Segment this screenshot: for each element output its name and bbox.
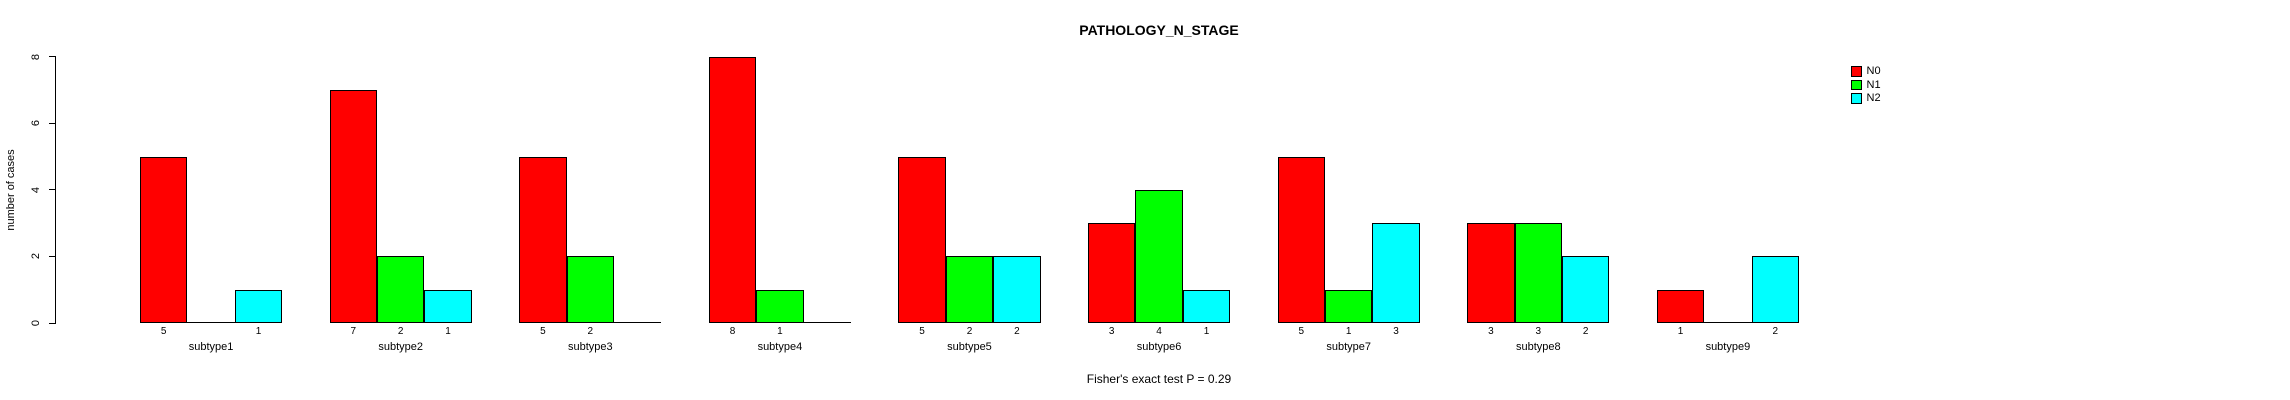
legend-row-N2: N2 xyxy=(1851,93,1881,104)
bar-value-label-subtype3-N1: 2 xyxy=(587,326,594,337)
bar-subtype6-N1 xyxy=(1135,189,1183,323)
chart-title: PATHOLOGY_N_STAGE xyxy=(1079,22,1239,38)
bar-value-label-subtype2-N0: 7 xyxy=(350,326,357,337)
y-axis-tick-4 xyxy=(49,189,56,191)
bar-value-label-subtype1-N0: 5 xyxy=(160,326,167,337)
category-label-subtype5: subtype5 xyxy=(947,341,992,353)
bar-subtype9-N2 xyxy=(1751,256,1799,323)
bar-subtype5-N1 xyxy=(945,256,994,323)
y-axis-tick-label-8: 8 xyxy=(30,53,42,60)
bar-zero-subtype9-N1 xyxy=(1704,322,1752,323)
bar-subtype7-N0 xyxy=(1277,156,1325,323)
y-axis-tick-6 xyxy=(49,122,56,124)
bar-subtype6-N2 xyxy=(1182,289,1231,323)
bar-value-label-subtype2-N1: 2 xyxy=(397,326,404,337)
bar-subtype4-N0 xyxy=(708,56,757,323)
bar-subtype5-N0 xyxy=(898,156,946,323)
bar-subtype7-N2 xyxy=(1372,223,1420,323)
category-label-subtype8: subtype8 xyxy=(1515,341,1561,353)
bar-value-label-subtype7-N2: 3 xyxy=(1393,326,1399,337)
y-axis-tick-label-6: 6 xyxy=(30,120,42,127)
category-label-subtype7: subtype7 xyxy=(1326,341,1372,353)
bar-subtype8-N0 xyxy=(1467,223,1515,323)
legend-swatch-N1 xyxy=(1851,79,1862,90)
category-label-subtype1: subtype1 xyxy=(188,341,234,353)
bar-value-label-subtype9-N2: 2 xyxy=(1772,326,1779,337)
category-label-subtype9: subtype9 xyxy=(1705,341,1751,353)
bar-subtype2-N0 xyxy=(329,89,377,323)
bar-subtype4-N1 xyxy=(756,289,804,323)
bar-subtype3-N0 xyxy=(519,156,567,323)
legend-row-N1: N1 xyxy=(1851,78,1881,91)
bar-value-label-subtype6-N2: 1 xyxy=(1203,326,1210,337)
bar-value-label-subtype8-N0: 3 xyxy=(1488,326,1494,337)
bar-value-label-subtype9-N0: 1 xyxy=(1677,326,1684,337)
bar-value-label-subtype5-N2: 2 xyxy=(1014,326,1020,337)
bar-value-label-subtype5-N0: 5 xyxy=(919,326,925,337)
bar-value-label-subtype6-N1: 4 xyxy=(1156,326,1162,337)
legend-row-N0: N0 xyxy=(1851,66,1881,77)
legend-label-N2: N2 xyxy=(1866,92,1881,104)
bar-value-label-subtype4-N0: 8 xyxy=(729,326,736,337)
fisher-test-note: Fisher's exact test P = 0.29 xyxy=(1086,372,1232,386)
y-axis-title: number of cases xyxy=(5,149,17,231)
category-label-subtype4: subtype4 xyxy=(757,341,803,353)
bar-zero-subtype1-N1 xyxy=(187,322,235,323)
bar-value-label-subtype8-N1: 3 xyxy=(1535,326,1542,337)
y-axis-tick-0 xyxy=(49,322,56,324)
category-label-subtype3: subtype3 xyxy=(567,341,613,353)
bar-value-label-subtype6-N0: 3 xyxy=(1108,326,1115,337)
bar-zero-subtype4-N2 xyxy=(803,322,851,323)
bar-subtype2-N2 xyxy=(424,289,472,323)
bar-value-label-subtype7-N0: 5 xyxy=(1298,326,1305,337)
legend: N0 N1 N2 xyxy=(1851,66,1881,104)
y-axis-tick-2 xyxy=(49,255,56,257)
bar-value-label-subtype1-N2: 1 xyxy=(255,326,262,337)
y-axis-tick-label-2: 2 xyxy=(30,253,42,260)
y-axis-tick-8 xyxy=(49,56,56,58)
category-label-subtype2: subtype2 xyxy=(378,341,424,353)
bar-subtype1-N0 xyxy=(140,156,188,323)
category-label-subtype6: subtype6 xyxy=(1136,341,1182,353)
bar-subtype3-N1 xyxy=(566,256,614,323)
bar-subtype6-N0 xyxy=(1088,223,1136,323)
y-axis-tick-label-0: 0 xyxy=(30,319,42,327)
bar-subtype9-N0 xyxy=(1656,289,1705,323)
bar-value-label-subtype2-N2: 1 xyxy=(445,326,451,337)
bar-value-label-subtype5-N1: 2 xyxy=(966,326,973,337)
legend-label-N0: N0 xyxy=(1866,65,1881,77)
bar-subtype5-N2 xyxy=(993,256,1041,323)
bar-value-label-subtype3-N0: 5 xyxy=(540,326,546,337)
bar-value-label-subtype7-N1: 1 xyxy=(1345,326,1352,337)
legend-swatch-N2 xyxy=(1851,93,1862,104)
legend-label-N1: N1 xyxy=(1866,78,1881,91)
y-axis-tick-label-4: 4 xyxy=(30,186,42,193)
bar-subtype1-N2 xyxy=(234,289,283,323)
bar-subtype8-N2 xyxy=(1562,256,1610,323)
bar-subtype8-N1 xyxy=(1514,223,1562,323)
bar-subtype2-N1 xyxy=(377,256,425,323)
bar-subtype7-N1 xyxy=(1325,289,1373,323)
bar-zero-subtype3-N2 xyxy=(614,322,662,323)
bar-value-label-subtype8-N2: 2 xyxy=(1582,326,1589,337)
legend-swatch-N0 xyxy=(1851,66,1862,77)
bar-value-label-subtype4-N1: 1 xyxy=(777,326,783,337)
